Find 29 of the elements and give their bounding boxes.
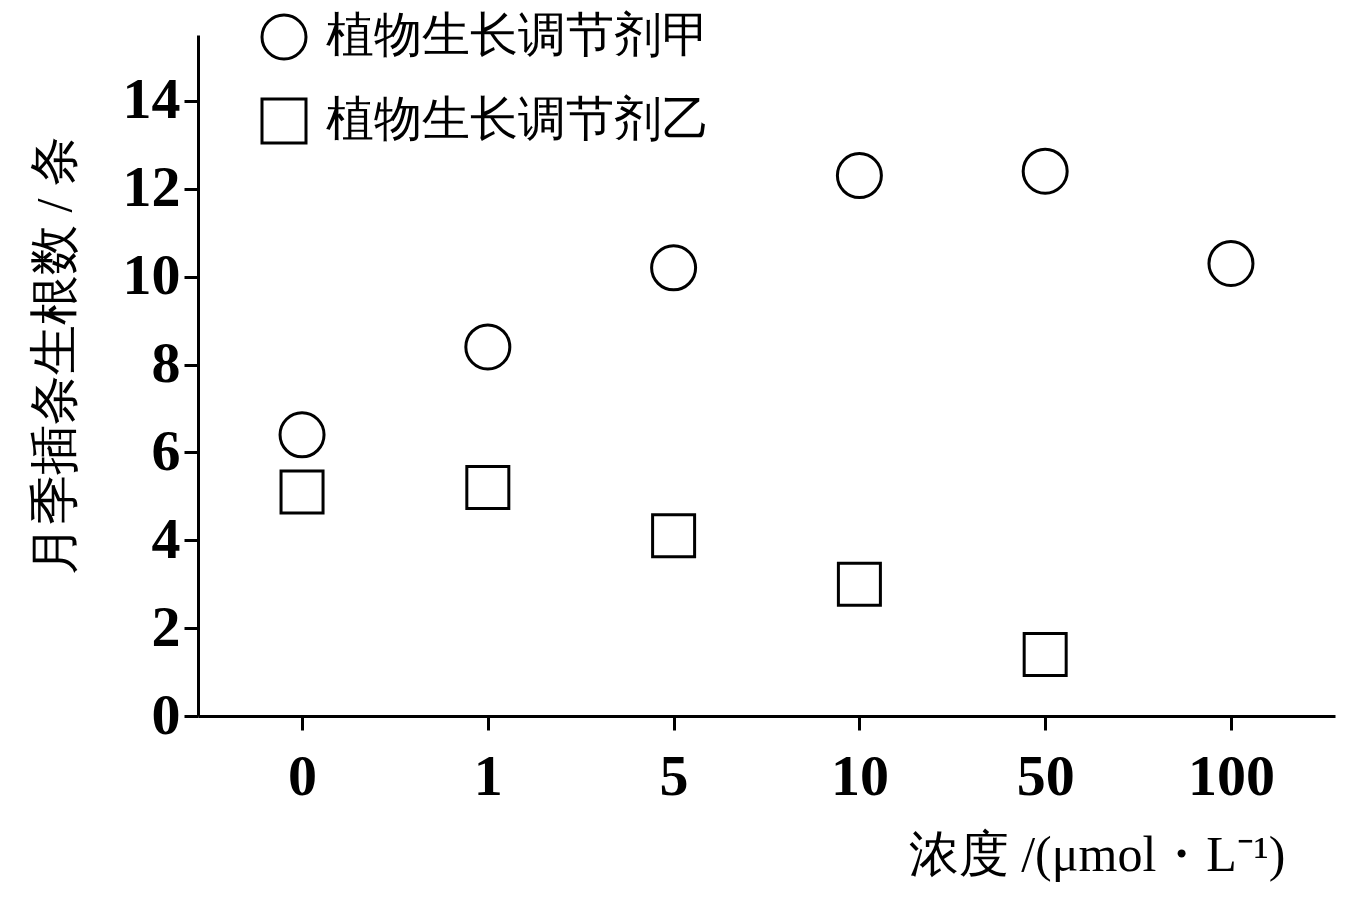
point	[835, 152, 883, 200]
y-tick-label: 14	[122, 66, 181, 132]
point	[279, 469, 325, 515]
legend-label: 植物生长调节剂乙	[326, 92, 710, 145]
point	[1021, 147, 1069, 195]
y-tick-label: 6	[151, 417, 181, 483]
point	[1207, 240, 1255, 287]
point	[650, 244, 698, 292]
x-tick-label: 1	[473, 742, 503, 808]
x-tick-label: 100	[1187, 742, 1275, 808]
y-tick-label: 12	[122, 154, 181, 220]
y-tick-label: 10	[122, 242, 181, 308]
y-tick-label: 4	[151, 505, 181, 571]
y-tick-label: 8	[151, 330, 181, 396]
y-tick-label: 0	[151, 681, 181, 747]
x-axis-title: 浓度 /(μmol・L⁻¹)	[908, 825, 1286, 882]
y-tick-label: 2	[151, 593, 181, 659]
y-axis-title: 月季插条生根数 / 条	[25, 136, 82, 575]
point	[278, 411, 326, 459]
x-tick-label: 0	[288, 742, 318, 808]
x-tick-label: 5	[659, 742, 689, 808]
point	[465, 465, 511, 511]
point	[836, 561, 882, 607]
point	[464, 323, 512, 371]
point	[651, 513, 697, 559]
legend-label: 植物生长调节剂甲	[326, 8, 710, 61]
point	[1022, 631, 1068, 677]
x-tick-label: 10	[830, 742, 889, 808]
x-tick-label: 50	[1016, 742, 1075, 808]
